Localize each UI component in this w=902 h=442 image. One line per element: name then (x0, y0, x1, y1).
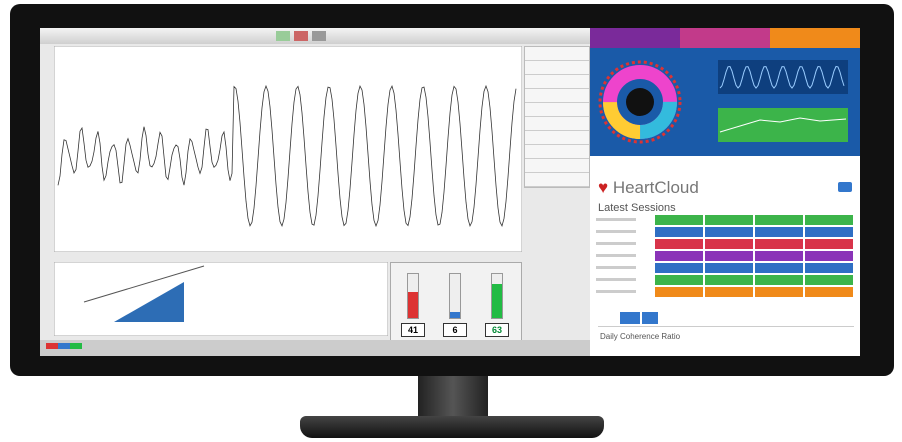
sidebar-row[interactable] (525, 131, 589, 145)
color-wheel (603, 65, 677, 139)
session-cell (654, 286, 704, 298)
sidebar-row[interactable] (525, 103, 589, 117)
status-bar (40, 340, 590, 356)
sidebar-row[interactable] (525, 89, 589, 103)
session-cell (804, 226, 854, 238)
dashboard-graphics (598, 60, 848, 144)
wheel-center (626, 88, 654, 116)
gauge-value: 63 (485, 323, 509, 337)
row-label (596, 254, 636, 257)
toolbar-button[interactable] (294, 31, 308, 41)
sessions-title: Latest Sessions (598, 202, 676, 214)
sidebar-list (524, 46, 590, 188)
waveform-plot (54, 46, 522, 252)
session-cell (804, 286, 854, 298)
gauge-value: 6 (443, 323, 467, 337)
mini-wave (719, 65, 845, 89)
mini-chart (718, 60, 848, 94)
row-label (596, 230, 636, 233)
heartcloud-panel: ♥ HeartCloud Latest Sessions Daily Coher… (590, 28, 860, 356)
row-label (596, 242, 636, 245)
sidebar-row[interactable] (525, 47, 589, 61)
stat-bar (770, 28, 860, 48)
row-label (596, 266, 636, 269)
gauge (449, 273, 461, 319)
session-cell (804, 274, 854, 286)
stat-bar (680, 28, 770, 48)
waveform (57, 84, 517, 228)
session-cell (754, 250, 804, 262)
gauge (491, 273, 503, 319)
session-cell (704, 238, 754, 250)
sidebar-row[interactable] (525, 159, 589, 173)
toolbar-button[interactable] (312, 31, 326, 41)
monitor-neck (418, 376, 488, 420)
toolbar-button[interactable] (276, 31, 290, 41)
session-cell (754, 274, 804, 286)
session-cell (654, 274, 704, 286)
sidebar-row[interactable] (525, 173, 589, 187)
session-cell (754, 238, 804, 250)
menu-button[interactable] (838, 182, 852, 192)
session-cell (704, 226, 754, 238)
session-cell (754, 214, 804, 226)
session-cell (704, 286, 754, 298)
gauge-panel: 41 6 63 (390, 262, 522, 342)
session-cell (704, 250, 754, 262)
session-cell (804, 214, 854, 226)
sidebar-row[interactable] (525, 145, 589, 159)
ring (598, 60, 682, 144)
plot-frame (54, 262, 388, 336)
sidebar-row[interactable] (525, 61, 589, 75)
dashboard (590, 48, 860, 156)
session-cell (654, 250, 704, 262)
session-cell (654, 214, 704, 226)
session-cell (804, 238, 854, 250)
row-label (596, 278, 636, 281)
row-label (596, 218, 636, 221)
area (114, 282, 184, 322)
gauge (407, 273, 419, 319)
stat-bar (590, 28, 680, 48)
sessions-table (596, 214, 854, 298)
report-title: Daily Coherence Ratio (600, 332, 681, 341)
status-indicator (46, 343, 82, 349)
tab[interactable] (620, 312, 640, 324)
toolbar (40, 28, 590, 44)
mini-line (719, 117, 847, 133)
session-cell (804, 262, 854, 274)
session-cell (754, 226, 804, 238)
gauge-value: 41 (401, 323, 425, 337)
trend-line (83, 265, 205, 303)
brand: ♥ HeartCloud (598, 178, 699, 197)
session-cell (754, 286, 804, 298)
mini-chart (718, 108, 848, 142)
tabs (598, 312, 854, 327)
app-window: 41 6 63 (40, 28, 590, 356)
session-cell (704, 214, 754, 226)
tab[interactable] (642, 312, 658, 324)
color-wheel (603, 65, 677, 139)
session-cell (704, 262, 754, 274)
monitor-base (300, 416, 604, 438)
brand-name: HeartCloud (612, 178, 699, 197)
sidebar-row[interactable] (525, 75, 589, 89)
session-cell (654, 226, 704, 238)
session-cell (754, 262, 804, 274)
sidebar-row[interactable] (525, 117, 589, 131)
session-cell (804, 250, 854, 262)
progress-plot (54, 262, 388, 336)
row-label (596, 290, 636, 293)
screen: 41 6 63 ♥ HeartCloud Lat (40, 28, 860, 356)
session-cell (654, 262, 704, 274)
session-cell (654, 238, 704, 250)
session-cell (704, 274, 754, 286)
plot-frame (54, 46, 522, 252)
